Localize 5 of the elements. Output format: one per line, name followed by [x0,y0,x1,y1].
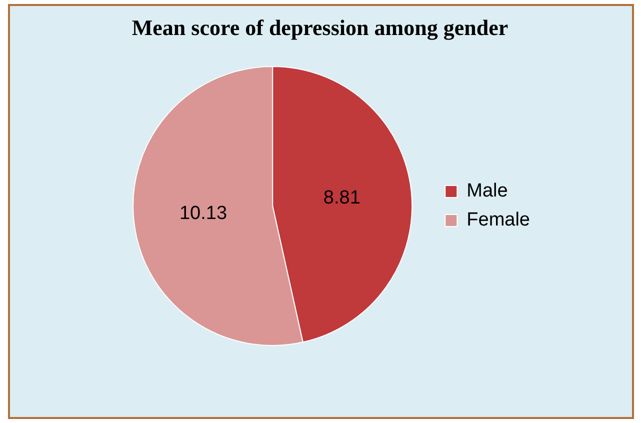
legend-label: Male [466,180,508,202]
legend-label: Female [466,210,530,231]
data-label: 10.13 [179,202,228,224]
chart-title: Mean score of depression among gender [130,14,510,41]
data-label: 8.81 [323,188,360,209]
